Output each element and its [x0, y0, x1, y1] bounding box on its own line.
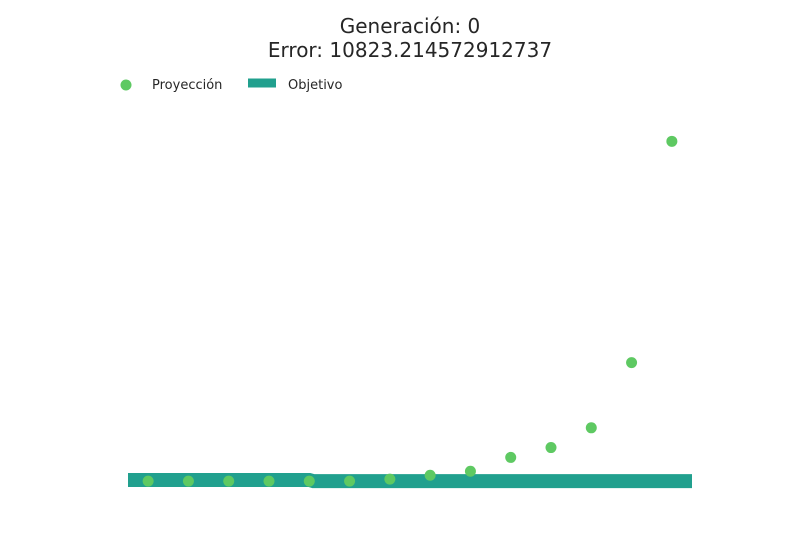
scatter-point	[303, 475, 315, 487]
plot-lines-layer	[128, 472, 692, 489]
chart-title-line-1: Generación: 0	[339, 14, 481, 38]
legend-label-objetivo: Objetivo	[288, 78, 342, 93]
scatter-point	[223, 475, 235, 487]
scatter-point	[384, 473, 396, 485]
scatter-point	[626, 357, 638, 369]
scatter-point	[585, 422, 597, 434]
scatter-point	[424, 469, 436, 481]
scatter-point	[182, 475, 194, 487]
chart-title-line-2: Error: 10823.214572912737	[267, 38, 553, 62]
legend: Proyección Objetivo	[120, 78, 342, 93]
plot-points-layer	[142, 135, 678, 487]
scatter-point	[344, 475, 356, 487]
scatter-point	[464, 465, 476, 477]
scatter-point	[263, 475, 275, 487]
scatter-point	[505, 451, 517, 463]
scatter-point	[666, 135, 678, 147]
scatter-point	[545, 442, 557, 454]
series-line-objetivo	[128, 472, 692, 489]
legend-marker-objetivo	[248, 78, 276, 88]
legend-marker-proyeccion	[120, 79, 132, 91]
legend-label-proyeccion: Proyección	[152, 78, 222, 93]
scatter-point	[142, 475, 154, 487]
